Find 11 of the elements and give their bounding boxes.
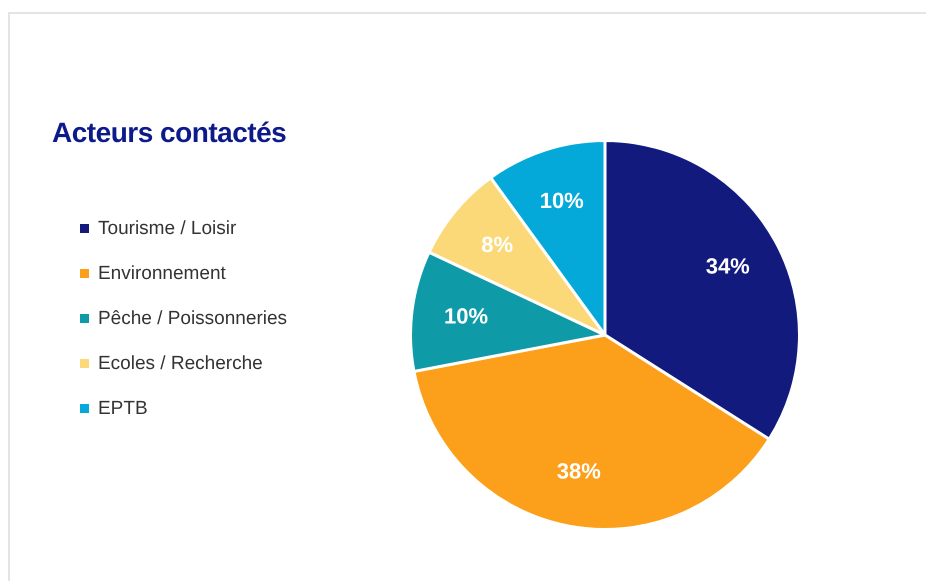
data-label: 10% — [444, 304, 488, 329]
legend-label: Tourisme / Loisir — [98, 218, 236, 240]
legend-label: Pêche / Poissonneries — [98, 308, 288, 330]
legend-label: EPTB — [98, 398, 148, 420]
data-label: 8% — [481, 232, 513, 257]
data-label: 38% — [556, 458, 601, 484]
data-label: 10% — [540, 188, 584, 213]
chart-title: Acteurs contactés — [52, 117, 286, 149]
data-label: 34% — [706, 254, 750, 279]
legend-label: Ecoles / Recherche — [98, 352, 263, 374]
legend-label: Environnement — [98, 262, 226, 284]
